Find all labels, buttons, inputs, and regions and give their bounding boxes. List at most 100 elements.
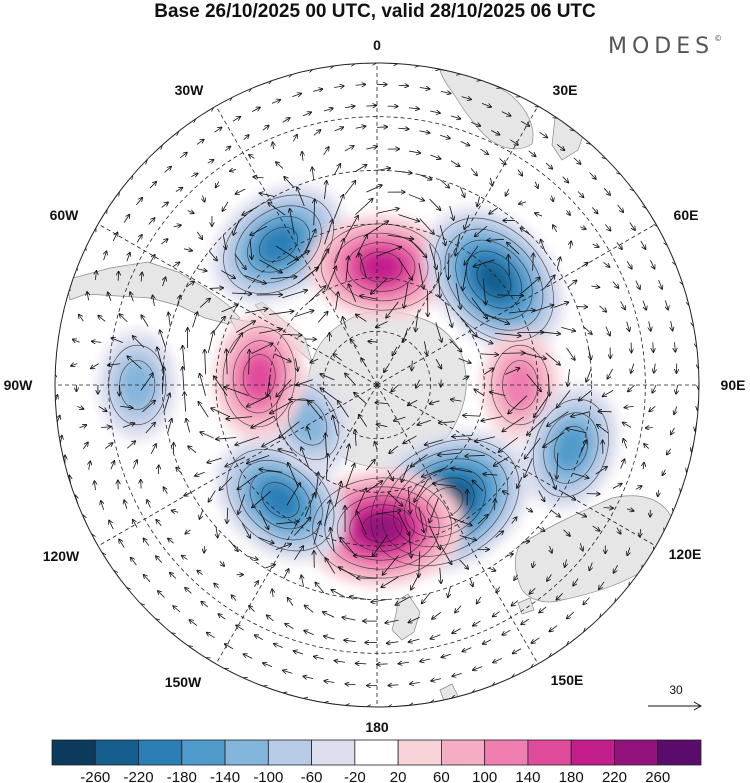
wind-arrow-105 — [490, 392, 506, 397]
wind-arrow-178 — [398, 214, 420, 222]
wind-arrow-36 — [342, 317, 347, 329]
wind-arrow-502 — [577, 191, 583, 197]
wind-arrow-308 — [522, 541, 529, 542]
wind-arrow-521 — [589, 562, 592, 571]
wind-arrow-441 — [603, 508, 614, 509]
wind-arrow-456 — [324, 636, 335, 640]
wind-arrow-389 — [219, 560, 224, 566]
wind-arrow-534 — [334, 661, 346, 663]
wind-arrow-515 — [644, 444, 650, 449]
wind-arrow-216 — [207, 331, 213, 353]
wind-arrow-251 — [459, 559, 468, 569]
wind-arrow-231 — [464, 214, 470, 229]
wind-arrow-658 — [292, 94, 301, 97]
wind-arrow-97 — [418, 263, 424, 289]
colorbar-swatch-1 — [94, 739, 139, 766]
wind-arrow-80 — [345, 464, 355, 488]
wind-arrow-88 — [274, 353, 291, 362]
wind-arrow-630 — [144, 575, 151, 583]
modes-logo: MODES© — [608, 34, 722, 59]
wind-arrow-282 — [344, 181, 355, 195]
wind-arrow-363 — [607, 368, 613, 379]
wind-arrow-305 — [562, 491, 576, 499]
wind-arrow-517 — [635, 486, 642, 489]
wind-arrow-128 — [282, 290, 307, 299]
wind-arrow-140 — [508, 310, 535, 314]
wind-arrow-220 — [244, 275, 266, 284]
wind-arrow-614 — [452, 673, 462, 676]
wind-arrow-197 — [477, 515, 488, 525]
wind-arrow-168 — [236, 321, 255, 333]
wind-arrow-119 — [259, 469, 283, 473]
wind-arrow-633 — [109, 520, 114, 530]
wind-arrow-252 — [440, 567, 441, 584]
wind-arrow-101 — [484, 314, 509, 324]
wind-arrow-611 — [513, 648, 522, 654]
wind-arrow-148 — [483, 474, 498, 475]
wind-arrow-208 — [259, 510, 268, 529]
wind-arrow-531 — [398, 662, 410, 664]
wind-arrow-439 — [620, 459, 625, 469]
anomaly-neg-amundsen-level-2 — [288, 398, 327, 446]
wind-arrow-62 — [348, 284, 357, 302]
wind-arrow-623 — [263, 663, 273, 667]
wind-arrow-588 — [629, 222, 635, 231]
wind-arrow-2 — [375, 403, 388, 404]
wind-arrow-228 — [408, 194, 424, 200]
wind-arrow-22 — [435, 358, 441, 368]
wind-arrow-70 — [483, 368, 494, 375]
wind-arrow-185 — [521, 277, 540, 294]
wind-arrow-341 — [242, 207, 257, 215]
wind-arrow-329 — [167, 419, 172, 433]
wind-arrow-283 — [366, 185, 382, 193]
wind-arrow-581 — [520, 120, 529, 126]
wind-arrow-267 — [186, 419, 191, 433]
lat-circle-15 — [322, 330, 432, 440]
wind-arrow-525 — [521, 618, 529, 624]
label-lon-60w: 60W — [50, 207, 80, 223]
wind-arrow-444 — [565, 559, 567, 567]
wind-arrow-135 — [429, 244, 437, 269]
wind-arrow-575 — [398, 85, 408, 86]
wind-arrow-54 — [307, 427, 312, 440]
wind-arrow-169 — [245, 309, 267, 314]
wind-arrow-214 — [200, 374, 206, 396]
anomaly-neg-australia-level-3 — [554, 426, 588, 470]
wind-arrow-331 — [162, 367, 164, 391]
wind-arrow-457 — [304, 630, 314, 636]
wind-arrow-604 — [627, 547, 630, 555]
wind-arrow-635 — [94, 481, 95, 491]
wind-arrow-348 — [409, 151, 420, 153]
wind-arrow-104 — [505, 368, 519, 375]
colorbar-swatch-13 — [614, 739, 659, 766]
wind-arrow-327 — [176, 468, 182, 474]
wind-arrow-44 — [462, 376, 469, 379]
wind-arrow-555 — [92, 341, 102, 342]
wind-arrow-550 — [105, 443, 112, 449]
label-lon-0: 0 — [373, 37, 381, 53]
wind-arrow-354 — [519, 202, 527, 204]
wind-arrow-642 — [73, 339, 80, 342]
contour-neg-pacific-2 — [238, 460, 323, 541]
wind-arrow-324 — [216, 526, 218, 537]
wind-arrow-181 — [455, 234, 461, 256]
wind-arrow-493 — [408, 108, 419, 109]
wind-arrow-244 — [557, 452, 558, 479]
wind-arrow-61 — [335, 292, 339, 310]
wind-arrow-201 — [382, 555, 399, 575]
wind-arrow-29 — [355, 430, 356, 446]
wind-arrow-212 — [200, 432, 214, 439]
wind-arrow-142 — [523, 352, 546, 359]
wind-arrow-544 — [156, 556, 162, 563]
wind-arrow-650 — [149, 182, 156, 189]
wind-arrow-217 — [213, 317, 225, 333]
wind-arrow-73 — [452, 436, 472, 437]
wind-arrow-596 — [676, 384, 678, 394]
wind-arrow-345 — [334, 164, 340, 175]
wind-arrow-586 — [603, 187, 610, 195]
anomaly-neg-indian-level-5 — [476, 262, 512, 298]
wind-arrow-474 — [108, 364, 121, 365]
wind-arrow-28 — [375, 442, 377, 450]
wind-arrow-438 — [623, 439, 628, 449]
wind-arrow-366 — [597, 425, 609, 434]
